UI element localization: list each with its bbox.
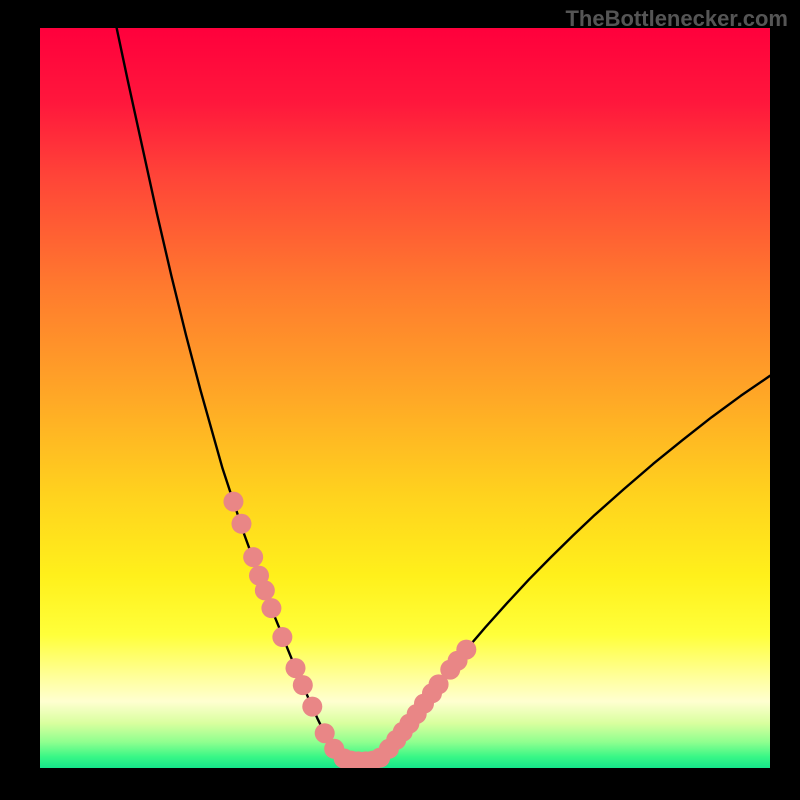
bottleneck-curve-chart — [40, 28, 770, 768]
plot-area — [40, 28, 770, 768]
data-marker — [243, 547, 263, 567]
data-marker — [272, 627, 292, 647]
data-marker — [302, 697, 322, 717]
data-marker — [286, 658, 306, 678]
chart-background — [40, 28, 770, 768]
data-marker — [223, 492, 243, 512]
data-marker — [456, 640, 476, 660]
data-marker — [231, 514, 251, 534]
watermark-label: TheBottlenecker.com — [565, 6, 788, 32]
data-marker — [255, 580, 275, 600]
data-marker — [293, 675, 313, 695]
data-marker — [261, 598, 281, 618]
